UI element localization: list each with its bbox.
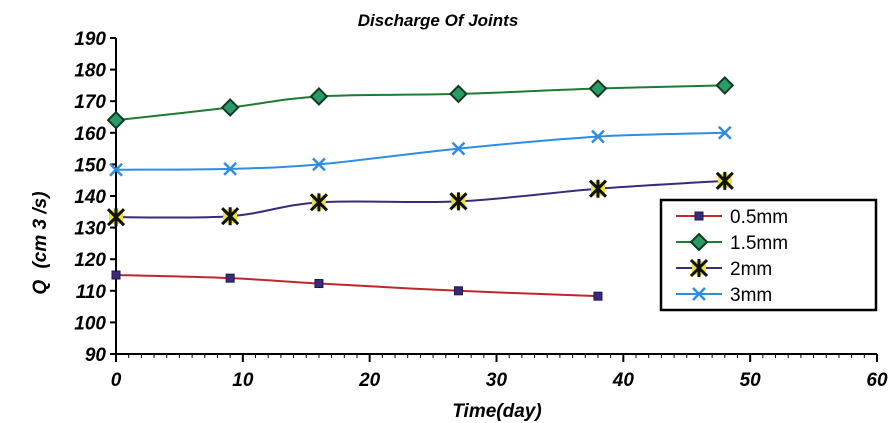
data-point bbox=[225, 273, 235, 283]
y-tick-label: 150 bbox=[74, 155, 106, 176]
data-point bbox=[692, 287, 706, 301]
data-point-strokes bbox=[449, 192, 468, 211]
x-tick-label: 20 bbox=[358, 370, 381, 391]
data-point-strokes bbox=[309, 193, 328, 212]
legend-entry: 3mm bbox=[676, 285, 772, 306]
x-axis-title: Time(day) bbox=[452, 401, 541, 422]
series-group bbox=[106, 75, 735, 301]
data-point bbox=[309, 87, 329, 106]
legend-label: 1.5mm bbox=[730, 233, 788, 254]
data-point bbox=[451, 141, 466, 156]
y-tick-label: 160 bbox=[74, 124, 106, 145]
data-point-strokes bbox=[221, 207, 240, 226]
legend-label: 2mm bbox=[730, 259, 772, 280]
y-tick-label: 120 bbox=[74, 250, 106, 271]
y-axis-title: Q (cm 3 /s) bbox=[30, 191, 51, 294]
series-line bbox=[115, 179, 725, 219]
data-point bbox=[591, 129, 605, 144]
y-tick-label: 140 bbox=[74, 187, 106, 208]
series-line bbox=[115, 131, 725, 171]
series-3mm bbox=[109, 125, 732, 177]
series-line bbox=[115, 84, 725, 122]
x-tick-label: 30 bbox=[486, 370, 508, 391]
x-tick-label: 50 bbox=[740, 370, 762, 391]
legend: 0.5mm 1.5mm 2mm 3mm bbox=[659, 198, 878, 312]
data-point bbox=[314, 279, 324, 289]
series-2mm bbox=[106, 171, 734, 227]
legend-entry: 1.5mm bbox=[676, 232, 788, 254]
y-tick-label: 170 bbox=[74, 92, 106, 113]
data-point-strokes bbox=[588, 179, 608, 198]
x-tick-label: 60 bbox=[866, 370, 888, 391]
data-point bbox=[220, 98, 240, 117]
legend-label: 0.5mm bbox=[730, 207, 788, 228]
data-point bbox=[588, 79, 608, 98]
data-point bbox=[717, 125, 732, 140]
data-point bbox=[106, 110, 126, 130]
data-point bbox=[312, 157, 326, 172]
series-line bbox=[115, 274, 599, 298]
legend-entry: 2mm bbox=[676, 258, 772, 280]
y-tick-label: 190 bbox=[74, 29, 106, 50]
y-tick-label: 90 bbox=[85, 345, 107, 366]
data-point bbox=[111, 270, 121, 280]
data-point bbox=[309, 193, 328, 212]
data-point bbox=[453, 286, 463, 296]
data-point bbox=[223, 161, 238, 176]
legend-label: 3mm bbox=[730, 285, 772, 306]
x-tick-label: 10 bbox=[232, 370, 254, 391]
x-tick-label: 40 bbox=[612, 370, 635, 391]
y-tick-label: 110 bbox=[76, 282, 107, 303]
data-point bbox=[221, 207, 240, 226]
data-point bbox=[694, 211, 704, 221]
chart-title: Discharge Of Joints bbox=[358, 11, 519, 30]
data-point-strokes bbox=[715, 171, 734, 190]
data-point bbox=[715, 171, 734, 190]
data-point-strokes bbox=[689, 258, 709, 278]
series-0.5mm bbox=[111, 270, 603, 301]
y-tick-label: 180 bbox=[74, 61, 106, 82]
data-point bbox=[109, 162, 123, 177]
x-tick-label: 0 bbox=[111, 370, 122, 391]
data-point bbox=[588, 179, 608, 198]
data-point bbox=[449, 84, 468, 104]
x-ticks: 0 10 20 30 40 50 60 bbox=[111, 354, 888, 391]
data-point-strokes bbox=[106, 208, 126, 227]
data-point bbox=[593, 291, 603, 301]
data-point bbox=[689, 258, 709, 278]
data-point bbox=[449, 192, 468, 211]
y-tick-label: 100 bbox=[74, 313, 106, 334]
data-point bbox=[715, 75, 735, 95]
y-ticks: 90 100 110 120 130 140 150 160 170 180 190 bbox=[74, 29, 116, 366]
y-tick-label: 130 bbox=[74, 219, 106, 240]
data-point bbox=[689, 232, 709, 252]
series-1.5mm bbox=[106, 75, 735, 130]
legend-entry: 0.5mm bbox=[676, 207, 788, 228]
data-point bbox=[106, 208, 126, 227]
